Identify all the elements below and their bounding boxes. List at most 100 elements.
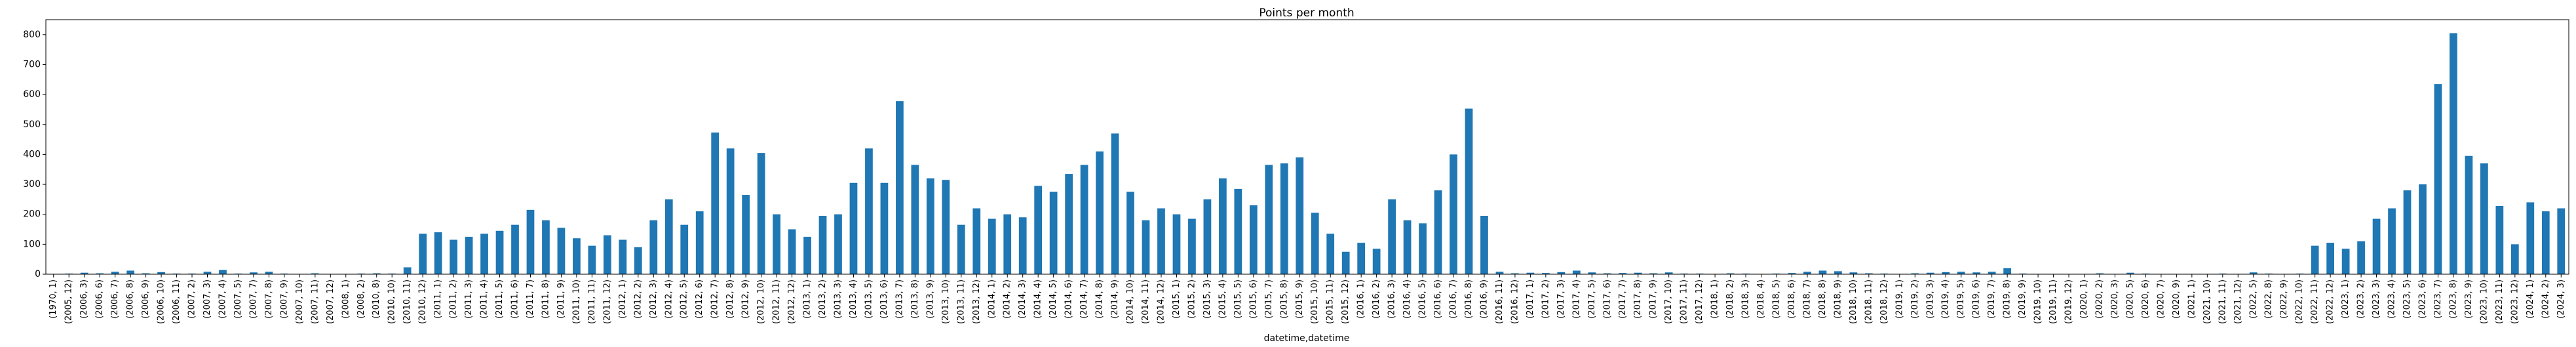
x-tick-label: (2019, 12) xyxy=(2064,279,2074,324)
x-tick-label: (2013, 4) xyxy=(849,279,858,319)
x-tick-label: (2011, 4) xyxy=(480,279,490,319)
x-tick-label: (2018, 7) xyxy=(1802,279,1812,319)
y-tick-label: 200 xyxy=(23,209,41,220)
x-tick-label: (2020, 3) xyxy=(2110,279,2120,319)
x-tick-label: (2006, 6) xyxy=(95,279,105,319)
bar xyxy=(2510,244,2519,274)
bar xyxy=(1619,273,1627,274)
x-tick-label: (2015, 11) xyxy=(1326,279,1336,324)
x-tick-label: (2017, 12) xyxy=(1695,279,1704,324)
x-tick-label: (2014, 1) xyxy=(987,279,997,319)
x-tick-label: (2017, 8) xyxy=(1633,279,1643,319)
x-tick-label: (2020, 7) xyxy=(2156,279,2166,319)
bar xyxy=(2541,211,2550,274)
x-tick-label: (2017, 10) xyxy=(1664,279,1674,324)
x-tick-label: (2018, 9) xyxy=(1833,279,1843,319)
x-tick-label: (2023, 6) xyxy=(2417,279,2427,319)
x-tick-label: (2021, 1) xyxy=(2187,279,2197,319)
bar xyxy=(2388,208,2396,274)
bar xyxy=(1249,205,1258,274)
x-tick-label: (2023, 12) xyxy=(2510,279,2520,324)
bar xyxy=(557,228,566,274)
x-tick-label: (2023, 5) xyxy=(2402,279,2412,319)
x-tick-label: (2023, 3) xyxy=(2372,279,2381,319)
x-tick-label: (2021, 12) xyxy=(2233,279,2243,324)
x-tick-label: (2015, 6) xyxy=(1248,279,1258,319)
x-tick-label: (2012, 8) xyxy=(725,279,735,319)
bar xyxy=(542,220,550,274)
bar xyxy=(1357,243,1366,274)
bar xyxy=(634,247,642,274)
bar xyxy=(434,232,442,274)
bar xyxy=(2311,245,2319,274)
bar xyxy=(1341,251,1350,274)
x-tick-label: (2018, 11) xyxy=(1864,279,1874,324)
bar xyxy=(1172,214,1181,274)
x-tick-label: (2013, 6) xyxy=(879,279,889,319)
x-tick-label: (2011, 12) xyxy=(602,279,612,324)
x-tick-label: (2015, 7) xyxy=(1264,279,1274,319)
bar xyxy=(250,272,258,274)
x-tick-label: (2010, 8) xyxy=(372,279,381,319)
bar xyxy=(726,148,735,274)
bar xyxy=(1234,188,1242,274)
x-tick-label: (2011, 3) xyxy=(464,279,474,319)
bar xyxy=(2341,249,2350,274)
bar xyxy=(2495,205,2504,274)
x-tick-label: (2014, 10) xyxy=(1126,279,1136,324)
bar xyxy=(1265,165,1273,274)
x-tick-label: (2017, 7) xyxy=(1618,279,1628,319)
bar xyxy=(1526,272,1535,274)
x-tick-label: (2017, 1) xyxy=(1526,279,1535,319)
bar xyxy=(834,214,842,274)
bar xyxy=(1142,220,1150,274)
bar xyxy=(2465,155,2473,274)
x-tick-label: (2018, 3) xyxy=(1741,279,1751,319)
bar xyxy=(1465,108,1473,274)
bar xyxy=(1049,192,1058,274)
bar xyxy=(1788,273,1796,274)
x-tick-label: (2024, 1) xyxy=(2526,279,2535,319)
bar xyxy=(2419,184,2427,274)
bar xyxy=(896,101,904,274)
x-tick-label: (2018, 1) xyxy=(1710,279,1720,319)
x-tick-label: (2014, 4) xyxy=(1033,279,1043,319)
y-tick-label: 0 xyxy=(35,269,41,279)
x-tick-label: (2024, 3) xyxy=(2556,279,2566,319)
y-tick-label: 300 xyxy=(23,179,41,190)
x-tick-label: (2015, 8) xyxy=(1279,279,1289,319)
y-tick-label: 400 xyxy=(23,149,41,159)
x-tick-label: (2018, 10) xyxy=(1849,279,1858,324)
x-tick-label: (2012, 7) xyxy=(710,279,720,319)
x-tick-label: (2023, 1) xyxy=(2341,279,2351,319)
x-tick-label: (2013, 2) xyxy=(818,279,828,319)
x-tick-label: (2020, 2) xyxy=(2094,279,2104,319)
bar xyxy=(2249,272,2258,274)
x-tick-label: (2024, 2) xyxy=(2541,279,2550,319)
x-tick-label: (2023, 9) xyxy=(2464,279,2474,319)
y-tick-label: 700 xyxy=(23,59,41,70)
x-tick-label: (2018, 2) xyxy=(1725,279,1735,319)
bar xyxy=(111,272,119,274)
x-tick-label: (2014, 6) xyxy=(1064,279,1074,319)
x-tick-label: (2007, 4) xyxy=(218,279,227,319)
bar xyxy=(1326,234,1335,274)
x-tick-label: (2014, 2) xyxy=(1003,279,1012,319)
bar xyxy=(1188,218,1196,274)
bar xyxy=(126,270,134,274)
x-tick-label: (2019, 8) xyxy=(2003,279,2012,319)
x-tick-label: (2010, 12) xyxy=(418,279,428,324)
x-tick-label: (2012, 6) xyxy=(695,279,704,319)
x-tick-label: (2020, 5) xyxy=(2125,279,2135,319)
x-tick-label: (2016, 5) xyxy=(1418,279,1428,319)
bar xyxy=(880,182,889,274)
bar xyxy=(1495,272,1504,274)
bar xyxy=(1034,186,1043,274)
x-tick-label: (2011, 8) xyxy=(541,279,550,319)
x-tick-label: (2019, 7) xyxy=(1987,279,1997,319)
x-tick-label: (2016, 1) xyxy=(1356,279,1366,319)
x-tick-label: (2012, 2) xyxy=(633,279,643,319)
x-tick-label: (2012, 11) xyxy=(772,279,782,324)
x-tick-label: (2019, 5) xyxy=(1956,279,1966,319)
